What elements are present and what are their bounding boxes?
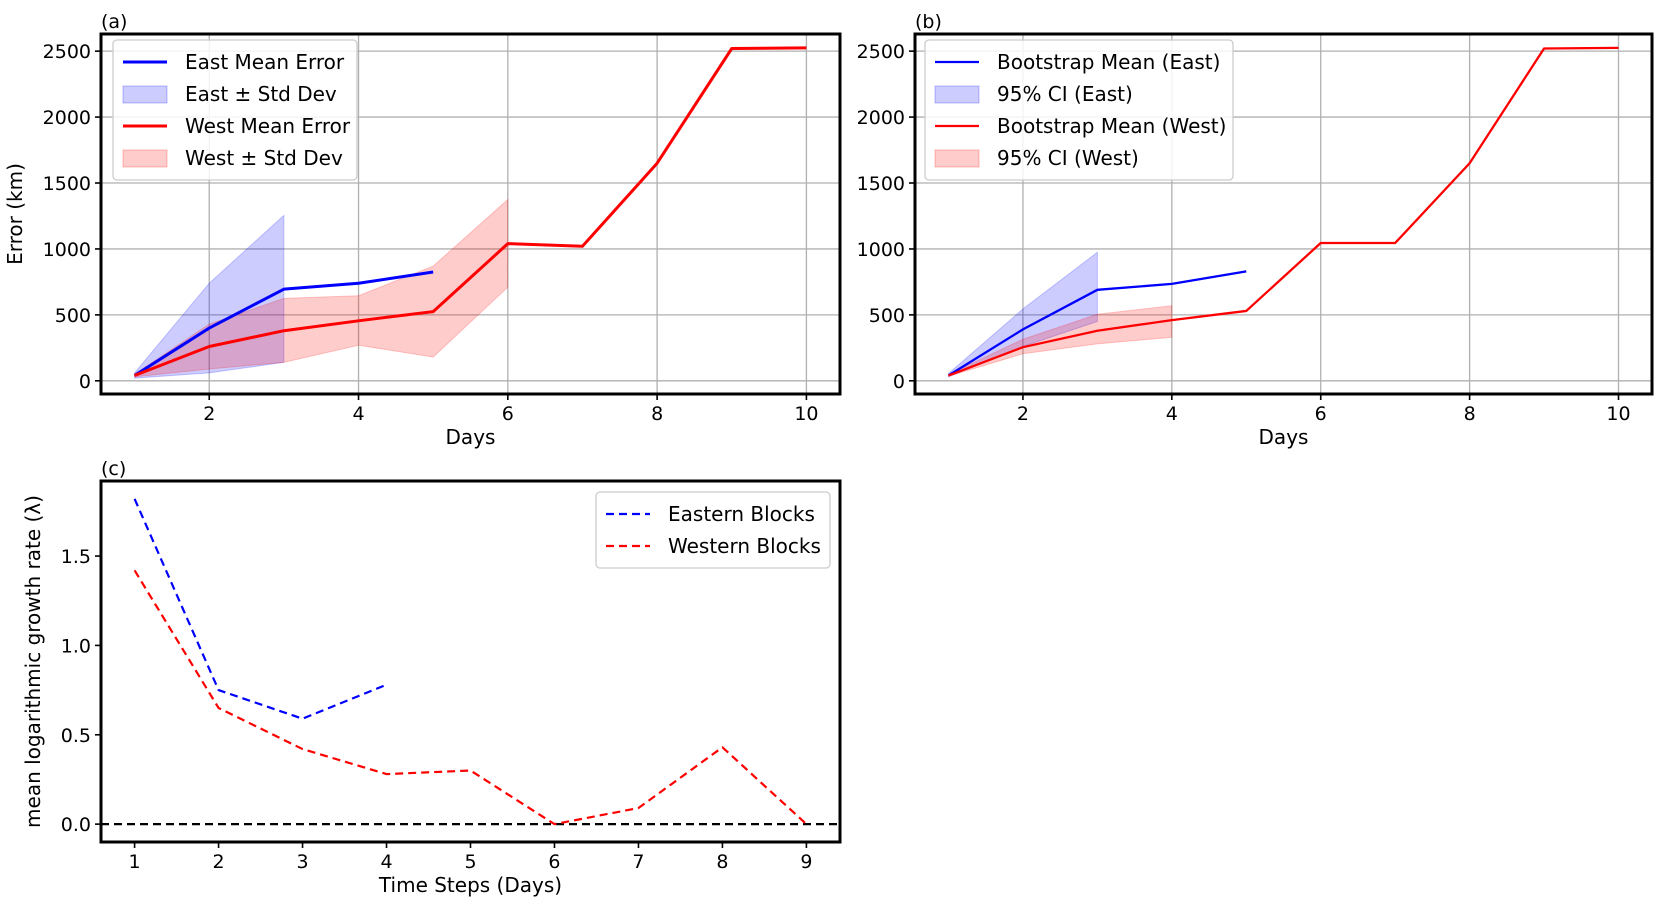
band-west-std-dev bbox=[134, 198, 509, 378]
line-western-blocks bbox=[133, 569, 808, 826]
legend-label: Bootstrap Mean (East) bbox=[997, 50, 1220, 74]
x-tick-label: 8 bbox=[1464, 403, 1476, 425]
x-tick-label: 7 bbox=[632, 851, 644, 873]
y-tick-label: 1500 bbox=[43, 173, 91, 195]
x-tick-label: 2 bbox=[1017, 403, 1029, 425]
y-tick-label: 500 bbox=[55, 305, 91, 327]
legend-swatch bbox=[122, 85, 168, 104]
y-axis-title: Error (km) bbox=[3, 163, 27, 265]
x-tick-label: 8 bbox=[716, 851, 728, 873]
legend-swatch bbox=[934, 85, 980, 104]
legend-swatch bbox=[122, 149, 168, 168]
x-axis-title: Days bbox=[1259, 425, 1309, 449]
y-tick-label: 0.5 bbox=[61, 725, 91, 747]
panel-label: (b) bbox=[915, 11, 942, 33]
x-axis-title: Time Steps (Days) bbox=[378, 873, 562, 897]
x-tick-label: 10 bbox=[1606, 403, 1630, 425]
legend-label: East ± Std Dev bbox=[185, 82, 337, 106]
chart-panel-b: 2 4 6 8 10 0 500 1000 1500 2000 2500 Days (b) Bootstr… bbox=[857, 11, 1654, 449]
x-tick-label: 5 bbox=[464, 851, 476, 873]
x-tick-label: 2 bbox=[213, 851, 225, 873]
y-tick-label: 2000 bbox=[43, 107, 91, 129]
chart-panel-a: 2 4 6 8 10 0 500 1000 1500 2000 2500 Days Error (km)… bbox=[3, 11, 842, 449]
legend: Bootstrap Mean (East) 95% CI (East) Bootst… bbox=[924, 39, 1234, 181]
y-tick-label: 2500 bbox=[857, 41, 905, 63]
legend-label: West Mean Error bbox=[185, 114, 351, 138]
x-tick-label: 2 bbox=[203, 403, 215, 425]
x-tick-label: 4 bbox=[380, 851, 392, 873]
y-tick-label: 0 bbox=[79, 371, 91, 393]
y-tick-label: 1.5 bbox=[61, 546, 91, 568]
line-west-mean-error bbox=[134, 46, 807, 377]
legend-label: Western Blocks bbox=[668, 534, 821, 558]
x-tick-label: 8 bbox=[651, 403, 663, 425]
band-95-ci-east- bbox=[948, 251, 1098, 378]
x-tick-label: 6 bbox=[548, 851, 560, 873]
legend-label: 95% CI (West) bbox=[997, 146, 1139, 170]
x-tick-label: 10 bbox=[794, 403, 818, 425]
y-tick-label: 0.0 bbox=[61, 814, 91, 836]
x-tick-label: 6 bbox=[1315, 403, 1327, 425]
axes-frame bbox=[913, 32, 1654, 396]
y-tick-label: 500 bbox=[869, 305, 905, 327]
axes-frame bbox=[99, 32, 842, 396]
panel-label: (a) bbox=[101, 11, 127, 33]
x-tick-label: 1 bbox=[129, 851, 141, 873]
legend-label: East Mean Error bbox=[185, 50, 345, 74]
legend-label: Eastern Blocks bbox=[668, 502, 815, 526]
x-tick-label: 4 bbox=[352, 403, 364, 425]
line-east-mean-error bbox=[133, 270, 434, 377]
line-eastern-blocks bbox=[133, 498, 387, 720]
x-tick-label: 3 bbox=[296, 851, 308, 873]
line-bootstrap-mean-west- bbox=[948, 46, 1619, 377]
y-tick-label: 1000 bbox=[43, 239, 91, 261]
y-tick-label: 1000 bbox=[857, 239, 905, 261]
line-bootstrap-mean-east- bbox=[947, 270, 1247, 377]
y-tick-label: 2500 bbox=[43, 41, 91, 63]
y-tick-label: 1.0 bbox=[61, 635, 91, 657]
legend-label: Bootstrap Mean (West) bbox=[997, 114, 1226, 138]
panel-label: (c) bbox=[101, 458, 126, 480]
legend: East Mean Error East ± Std Dev West Mean E… bbox=[112, 39, 358, 181]
x-tick-label: 9 bbox=[800, 851, 812, 873]
legend-swatch bbox=[934, 149, 980, 168]
y-tick-label: 2000 bbox=[857, 107, 905, 129]
y-tick-label: 0 bbox=[893, 371, 905, 393]
y-axis-title: mean logarithmic growth rate (λ) bbox=[21, 495, 45, 828]
legend-label: 95% CI (East) bbox=[997, 82, 1133, 106]
legend-label: West ± Std Dev bbox=[185, 146, 343, 170]
chart-panel-c: 1 2 3 4 5 6 7 8 9 0.0 0.5 1.0 1.5 Time Steps (Days) me… bbox=[21, 458, 842, 897]
legend-box bbox=[112, 39, 358, 181]
x-tick-label: 4 bbox=[1166, 403, 1178, 425]
x-tick-label: 6 bbox=[502, 403, 514, 425]
x-axis-title: Days bbox=[446, 425, 496, 449]
y-tick-label: 1500 bbox=[857, 173, 905, 195]
legend: Eastern Blocks Western Blocks bbox=[595, 491, 831, 569]
band-95-ci-west- bbox=[948, 305, 1173, 377]
legend-box bbox=[924, 39, 1234, 181]
legend-box bbox=[595, 491, 831, 569]
